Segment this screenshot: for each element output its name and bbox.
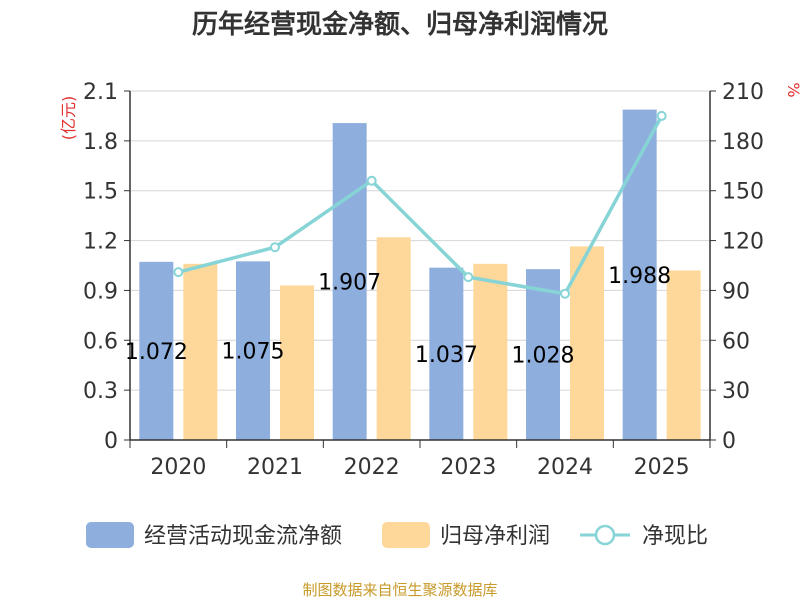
legend-label-operating-cash-flow: 经营活动现金流净额 <box>144 524 342 549</box>
grid <box>130 90 710 391</box>
right-tick-label: 210 <box>722 80 764 105</box>
x-tick-label: 2021 <box>247 455 303 480</box>
chart-title: 历年经营现金净额、归母净利润情况 <box>192 9 608 40</box>
bar-net-profit <box>473 263 508 440</box>
bar-operating-cash-flow <box>622 109 657 440</box>
ratio-point <box>173 267 184 278</box>
legend-swatch-operating-cash-flow <box>86 522 134 548</box>
bar-operating-cash-flow <box>236 261 270 440</box>
axes: 0 0.3 0.6 0.9 1.2 1.5 1.8 2.1 0 30 60 90 120 150 180 21… <box>83 80 764 480</box>
bar-net-profit <box>666 270 701 440</box>
bar-data-label: 1.072 <box>125 340 188 365</box>
bars <box>139 109 701 440</box>
legend-swatch-ratio-marker <box>594 524 616 546</box>
left-tick-label: 0.9 <box>83 279 118 304</box>
ratio-line <box>173 110 667 299</box>
bar-operating-cash-flow <box>332 123 367 440</box>
right-tick-label: 180 <box>722 130 764 155</box>
x-tick-label: 2023 <box>440 455 496 480</box>
ratio-point <box>656 110 667 121</box>
right-axis-unit: % <box>784 82 800 97</box>
left-tick-label: 0.3 <box>83 379 118 404</box>
ratio-point <box>560 288 570 299</box>
right-tick-label: 120 <box>722 230 764 255</box>
legend-swatch-net-profit <box>382 522 430 548</box>
bar-data-label: 1.028 <box>512 344 575 369</box>
left-tick-label: 0.6 <box>83 329 118 354</box>
ratio-point <box>270 242 280 253</box>
bar-data-label: 1.075 <box>222 340 285 365</box>
ratio-point <box>366 175 377 186</box>
right-tick-label: 60 <box>722 329 750 354</box>
source-note: 制图数据来自恒生聚源数据库 <box>302 581 497 599</box>
legend-label-ratio: 净现比 <box>642 524 708 549</box>
x-tick-label: 2024 <box>537 455 593 480</box>
left-tick-label: 1.8 <box>83 130 118 155</box>
right-tick-label: 90 <box>722 279 750 304</box>
x-tick-label: 2022 <box>344 455 400 480</box>
bar-data-label: 1.907 <box>318 271 381 296</box>
bar-operating-cash-flow <box>526 269 560 440</box>
left-axis-unit: (亿元) <box>59 96 78 141</box>
left-tick-label: 1.2 <box>83 230 118 255</box>
legend-label-net-profit: 归母净利润 <box>440 524 550 549</box>
right-tick-label: 0 <box>722 429 736 454</box>
left-tick-label: 1.5 <box>83 180 118 205</box>
bar-net-profit <box>570 246 604 440</box>
right-tick-label: 30 <box>722 379 750 404</box>
bar-labels: 1.072 1.075 1.907 1.037 1.028 1.988 <box>125 264 671 369</box>
left-tick-label: 2.1 <box>83 80 118 105</box>
bar-data-label: 1.988 <box>608 264 671 289</box>
ratio-line-path <box>177 115 664 296</box>
bar-operating-cash-flow <box>139 261 174 440</box>
x-tick-label: 2020 <box>150 455 206 480</box>
legend: 经营活动现金流净额 归母净利润 净现比 <box>86 522 708 549</box>
bar-data-label: 1.037 <box>415 343 478 368</box>
bar-net-profit <box>376 237 411 440</box>
bar-net-profit <box>183 263 218 440</box>
x-tick-label: 2025 <box>634 455 690 480</box>
ratio-point <box>463 272 474 283</box>
bar-operating-cash-flow <box>429 267 464 440</box>
bar-net-profit <box>280 285 314 440</box>
left-tick-label: 0 <box>104 429 118 454</box>
right-tick-label: 150 <box>722 180 764 205</box>
